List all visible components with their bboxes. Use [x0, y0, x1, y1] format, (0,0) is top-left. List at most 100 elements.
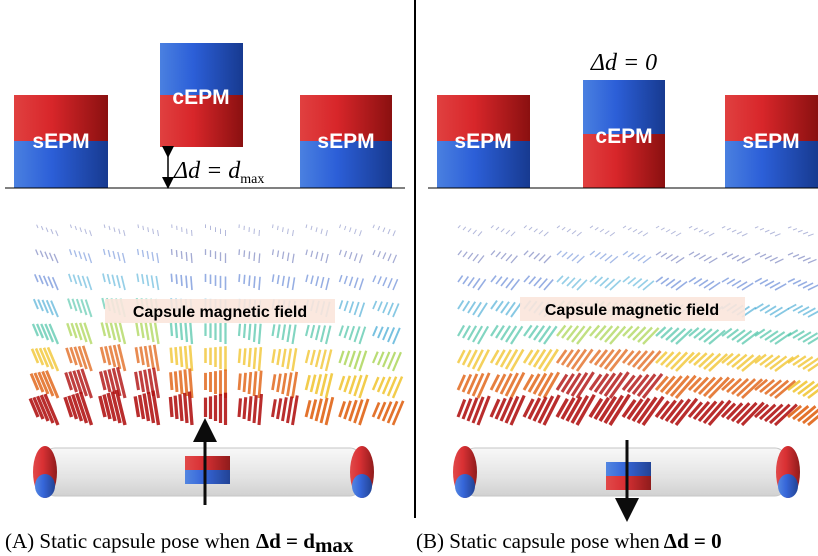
field-vector [84, 252, 87, 261]
field-vector [101, 347, 105, 363]
field-vector [249, 372, 251, 394]
field-vector [321, 277, 324, 288]
field-vector [191, 253, 192, 263]
field-vector [249, 275, 250, 286]
field-vector [293, 396, 298, 425]
field-vector [463, 301, 469, 311]
field-vector [278, 275, 279, 284]
field-vector [666, 255, 673, 259]
field-vector [572, 255, 579, 261]
field-vector [643, 257, 651, 263]
field-vector [534, 373, 546, 394]
field-vector [788, 253, 793, 255]
field-vector [383, 228, 385, 232]
field-vector [656, 252, 661, 255]
field-vector [306, 225, 307, 228]
field-vector [704, 231, 709, 234]
field-vector [378, 251, 380, 257]
field-vector [87, 277, 91, 290]
field-vector [244, 275, 245, 284]
field-vector [727, 379, 741, 392]
field-vector [156, 276, 158, 290]
field-vector [180, 347, 182, 367]
field-vector [293, 372, 297, 398]
field-vector [610, 256, 618, 263]
field-vector [326, 278, 329, 290]
field-vector [70, 249, 72, 255]
field-vector [793, 280, 801, 284]
field-vector [254, 395, 256, 423]
field-vector [473, 254, 478, 261]
field-vector [176, 347, 177, 365]
field-vector [666, 352, 680, 367]
field-vector [478, 373, 489, 398]
field-vector [123, 253, 125, 263]
field-vector [288, 253, 289, 261]
field-vector [54, 254, 58, 263]
field-vector [102, 323, 105, 336]
field-vector [511, 326, 522, 344]
field-vector [138, 249, 139, 255]
field-vector [152, 252, 153, 261]
field-vector [458, 301, 463, 309]
field-vector [628, 228, 631, 230]
field-vector [46, 228, 48, 232]
field-vector [562, 374, 574, 392]
field-vector [288, 325, 291, 342]
field-vector [373, 403, 379, 417]
field-vector [311, 251, 313, 257]
field-vector [468, 253, 473, 259]
field-vector [78, 275, 82, 286]
field-vector [350, 351, 355, 367]
field-vector [355, 278, 358, 288]
field-vector [35, 274, 38, 282]
field-vector [765, 230, 769, 232]
field-vector [112, 275, 115, 286]
field-vector [388, 278, 392, 288]
field-vector [458, 350, 465, 363]
field-vector [278, 374, 281, 392]
field-vector [44, 276, 48, 286]
field-vector [73, 275, 76, 284]
field-vector [122, 276, 125, 290]
field-vector [496, 301, 503, 311]
figure: sEPM cEPM sEPM Δd = dmax Δd = 0 sEPM cEP… [0, 0, 818, 556]
field-vector [373, 301, 376, 309]
field-vector [798, 256, 805, 259]
field-vector [141, 322, 144, 338]
field-vector [689, 226, 692, 228]
field-vector [288, 396, 292, 423]
field-vector [572, 231, 576, 234]
field-vector [676, 233, 681, 236]
field-vector [506, 278, 514, 288]
field-vector [534, 278, 541, 286]
field-vector [316, 227, 317, 232]
field-vector [259, 394, 261, 425]
field-vector [350, 252, 352, 259]
field-vector [671, 256, 678, 261]
field-vector [355, 253, 358, 261]
field-vector [557, 251, 561, 255]
field-vector [51, 229, 53, 234]
field-vector [383, 277, 387, 286]
field-vector [378, 377, 384, 392]
field-vector [722, 252, 727, 255]
field-vector [171, 348, 172, 363]
field-vector [108, 274, 110, 284]
field-vector [273, 399, 276, 417]
field-label: Capsule magnetic field [133, 304, 307, 321]
field-vector [628, 278, 636, 284]
field-vector [306, 350, 309, 363]
field-vector [742, 258, 750, 263]
capsule-right [453, 440, 800, 510]
field-vector [633, 351, 647, 367]
field-vector [755, 304, 763, 309]
caption: (A) Static capsule pose whenΔd = dmax [5, 529, 354, 556]
field-vector [491, 325, 498, 336]
field-vector [186, 276, 187, 288]
field-vector [628, 253, 634, 257]
field-vector [798, 230, 803, 232]
field-vector [732, 355, 747, 367]
field-vector [278, 226, 279, 230]
field-vector [506, 230, 510, 234]
